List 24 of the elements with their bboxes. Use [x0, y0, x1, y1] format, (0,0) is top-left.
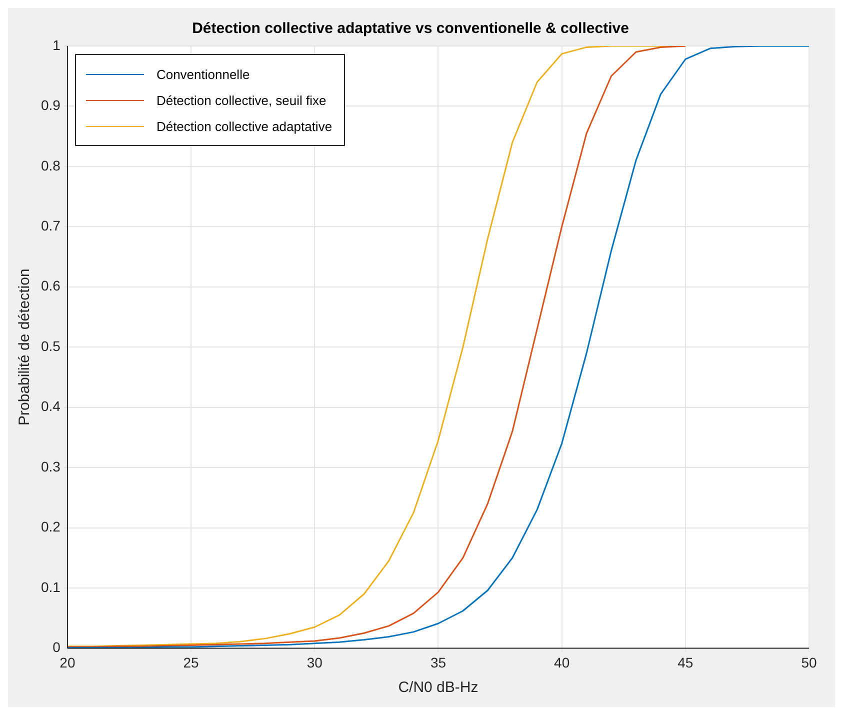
legend-label: Détection collective, seuil fixe: [156, 92, 326, 108]
y-tick-label: 0.5: [40, 338, 61, 354]
y-tick-label: 0.7: [40, 218, 61, 234]
x-axis-title: C/N0 dB-Hz: [398, 679, 478, 696]
x-tick-label: 40: [554, 654, 570, 670]
y-tick-label: 0.9: [40, 97, 61, 114]
y-tick-label: 0.8: [40, 157, 61, 174]
x-tick-label: 50: [801, 654, 817, 670]
legend-label: Détection collective adaptative: [156, 118, 332, 134]
y-tick-label: 0.2: [40, 518, 61, 535]
x-tick-label: 35: [430, 654, 446, 670]
y-axis-title: Probabilité de détection: [16, 268, 34, 426]
x-tick-label: 30: [306, 654, 323, 670]
y-tick-label: 1: [52, 36, 61, 53]
y-tick-label: 0.6: [40, 278, 61, 294]
x-tick-label: 45: [678, 654, 694, 670]
x-tick-label: 25: [183, 654, 200, 670]
x-tick-label: 20: [60, 654, 76, 670]
y-tick-label: 0.1: [40, 578, 61, 595]
chart-title: Détection collective adaptative vs conventionelle & collective: [192, 20, 629, 38]
y-tick-label: 0.4: [40, 398, 61, 414]
y-tick-label: 0.3: [40, 458, 61, 474]
y-tick-label: 0: [52, 639, 61, 656]
legend-label: Conventionnelle: [156, 66, 250, 82]
